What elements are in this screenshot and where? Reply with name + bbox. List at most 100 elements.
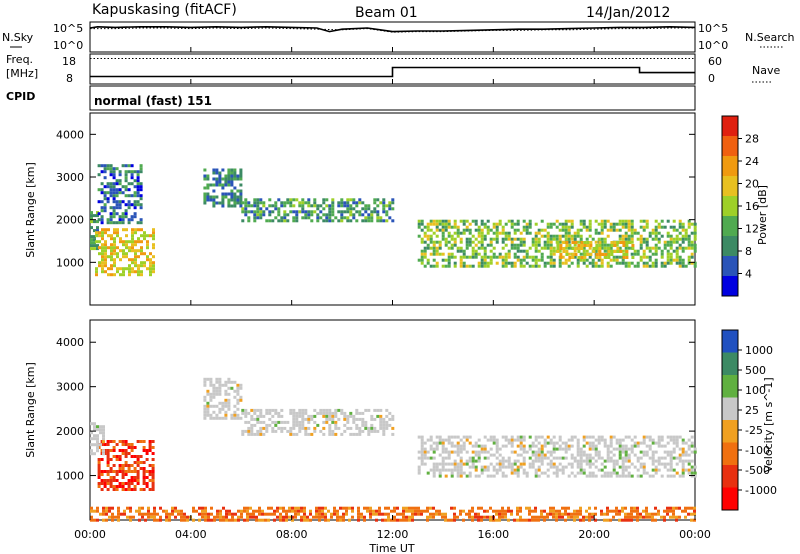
power-cell-1 — [146, 267, 149, 271]
velocity-cell-0 — [148, 473, 152, 476]
power-cell-6 — [625, 241, 629, 244]
velocity-cell-3 — [289, 432, 293, 436]
velocity-cell-5 — [261, 518, 264, 522]
power-colorbar-tick-label: 8 — [745, 245, 752, 258]
velocity-cell-3 — [334, 432, 338, 436]
power-cell-5 — [462, 249, 466, 253]
power-cell-5 — [684, 264, 688, 268]
velocity-cell-2 — [209, 416, 213, 420]
velocity-cell-3 — [256, 429, 260, 433]
velocity-cell-5 — [630, 506, 633, 510]
power-cell-2 — [112, 188, 116, 192]
velocity-cell-4 — [543, 441, 547, 445]
power-cell-4 — [364, 210, 368, 214]
power-cell-5 — [630, 237, 634, 241]
velocity-cell-2 — [203, 380, 207, 384]
velocity-cell-0 — [151, 482, 155, 485]
velocity-cell-4 — [465, 474, 469, 478]
power-cell-2 — [127, 200, 131, 204]
velocity-cell-4 — [606, 444, 610, 448]
velocity-cell-5 — [588, 506, 591, 510]
power-cell-6 — [559, 247, 563, 250]
power-cell-6 — [610, 241, 614, 244]
power-cell-2 — [118, 215, 122, 219]
velocity-cell-5 — [405, 515, 408, 519]
power-cell-2 — [103, 206, 107, 210]
velocity-cell-3 — [385, 426, 389, 430]
power-cell-5 — [549, 225, 553, 229]
nsearch-label: N.Search — [745, 31, 795, 44]
power-cell-5 — [585, 225, 589, 229]
velocity-cell-4 — [549, 438, 553, 442]
velocity-cell-4 — [615, 459, 619, 463]
power-cell-5 — [441, 252, 445, 256]
velocity-cell-3 — [265, 408, 269, 412]
velocity-cell-3 — [322, 432, 326, 436]
velocity-cell-0 — [121, 443, 125, 446]
power-cell-1 — [125, 246, 128, 250]
power-cell-4 — [310, 219, 314, 223]
velocity-cell-5 — [174, 515, 177, 519]
velocity-cell-4 — [612, 447, 616, 451]
power-cell-4 — [361, 207, 365, 211]
power-cell-5 — [450, 225, 454, 229]
power-cell-4 — [382, 210, 386, 214]
power-cell-5 — [582, 219, 586, 223]
power-cell-6 — [589, 241, 593, 244]
velocity-cell-5 — [612, 515, 615, 519]
velocity-cell-3 — [259, 408, 263, 412]
power-cell-5 — [657, 240, 661, 244]
power-cell-5 — [627, 228, 631, 232]
velocity-cell-5 — [564, 518, 567, 522]
power-cell-2 — [100, 221, 104, 225]
velocity-cell-4 — [456, 447, 460, 451]
velocity-cell-0 — [127, 467, 131, 470]
power-cell-5 — [468, 264, 472, 268]
power-cell-5 — [501, 225, 505, 229]
power-cell-2 — [118, 203, 122, 207]
velocity-cell-4 — [582, 450, 586, 454]
power-cell-4 — [379, 201, 383, 205]
velocity-cell-2 — [206, 377, 210, 381]
velocity-cell-3 — [382, 417, 386, 421]
velocity-cell-5 — [564, 509, 567, 513]
velocity-cell-4 — [621, 468, 625, 472]
power-cell-2 — [124, 188, 128, 192]
power-cell-5 — [546, 222, 550, 226]
velocity-cell-4 — [639, 450, 643, 454]
power-cell-5 — [429, 264, 433, 268]
power-cell-5 — [576, 264, 580, 268]
velocity-cell-5 — [375, 512, 378, 516]
power-cell-5 — [474, 243, 478, 247]
velocity-cell-4 — [624, 450, 628, 454]
power-cell-4 — [379, 219, 383, 223]
power-cell-2 — [109, 185, 113, 189]
power-cell-5 — [684, 228, 688, 232]
power-cell-5 — [552, 222, 556, 226]
power-cell-5 — [426, 225, 430, 229]
velocity-cell-5 — [279, 515, 282, 519]
velocity-cell-4 — [540, 447, 544, 451]
power-cell-5 — [495, 225, 499, 229]
power-cell-6 — [595, 256, 599, 259]
velocity-cell-4 — [501, 444, 505, 448]
velocity-cell-5 — [387, 512, 390, 516]
velocity-cell-4 — [657, 468, 661, 472]
velocity-cell-4 — [459, 465, 463, 469]
velocity-cell-5 — [537, 518, 540, 522]
power-cell-5 — [489, 243, 493, 247]
velocity-cell-1 — [90, 437, 93, 441]
velocity-cell-5 — [294, 515, 297, 519]
power-cell-5 — [441, 234, 445, 238]
velocity-cell-5 — [291, 518, 294, 522]
velocity-cell-5 — [243, 509, 246, 513]
velocity-cell-4 — [450, 471, 454, 475]
velocity-cell-3 — [331, 417, 335, 421]
power-cell-5 — [507, 261, 511, 265]
velocity-cell-5 — [279, 506, 282, 510]
velocity-cell-5 — [462, 509, 465, 513]
velocity-cell-2 — [218, 407, 222, 411]
velocity-cell-0 — [115, 488, 119, 491]
velocity-cell-0 — [106, 455, 110, 458]
velocity-cell-4 — [459, 456, 463, 460]
